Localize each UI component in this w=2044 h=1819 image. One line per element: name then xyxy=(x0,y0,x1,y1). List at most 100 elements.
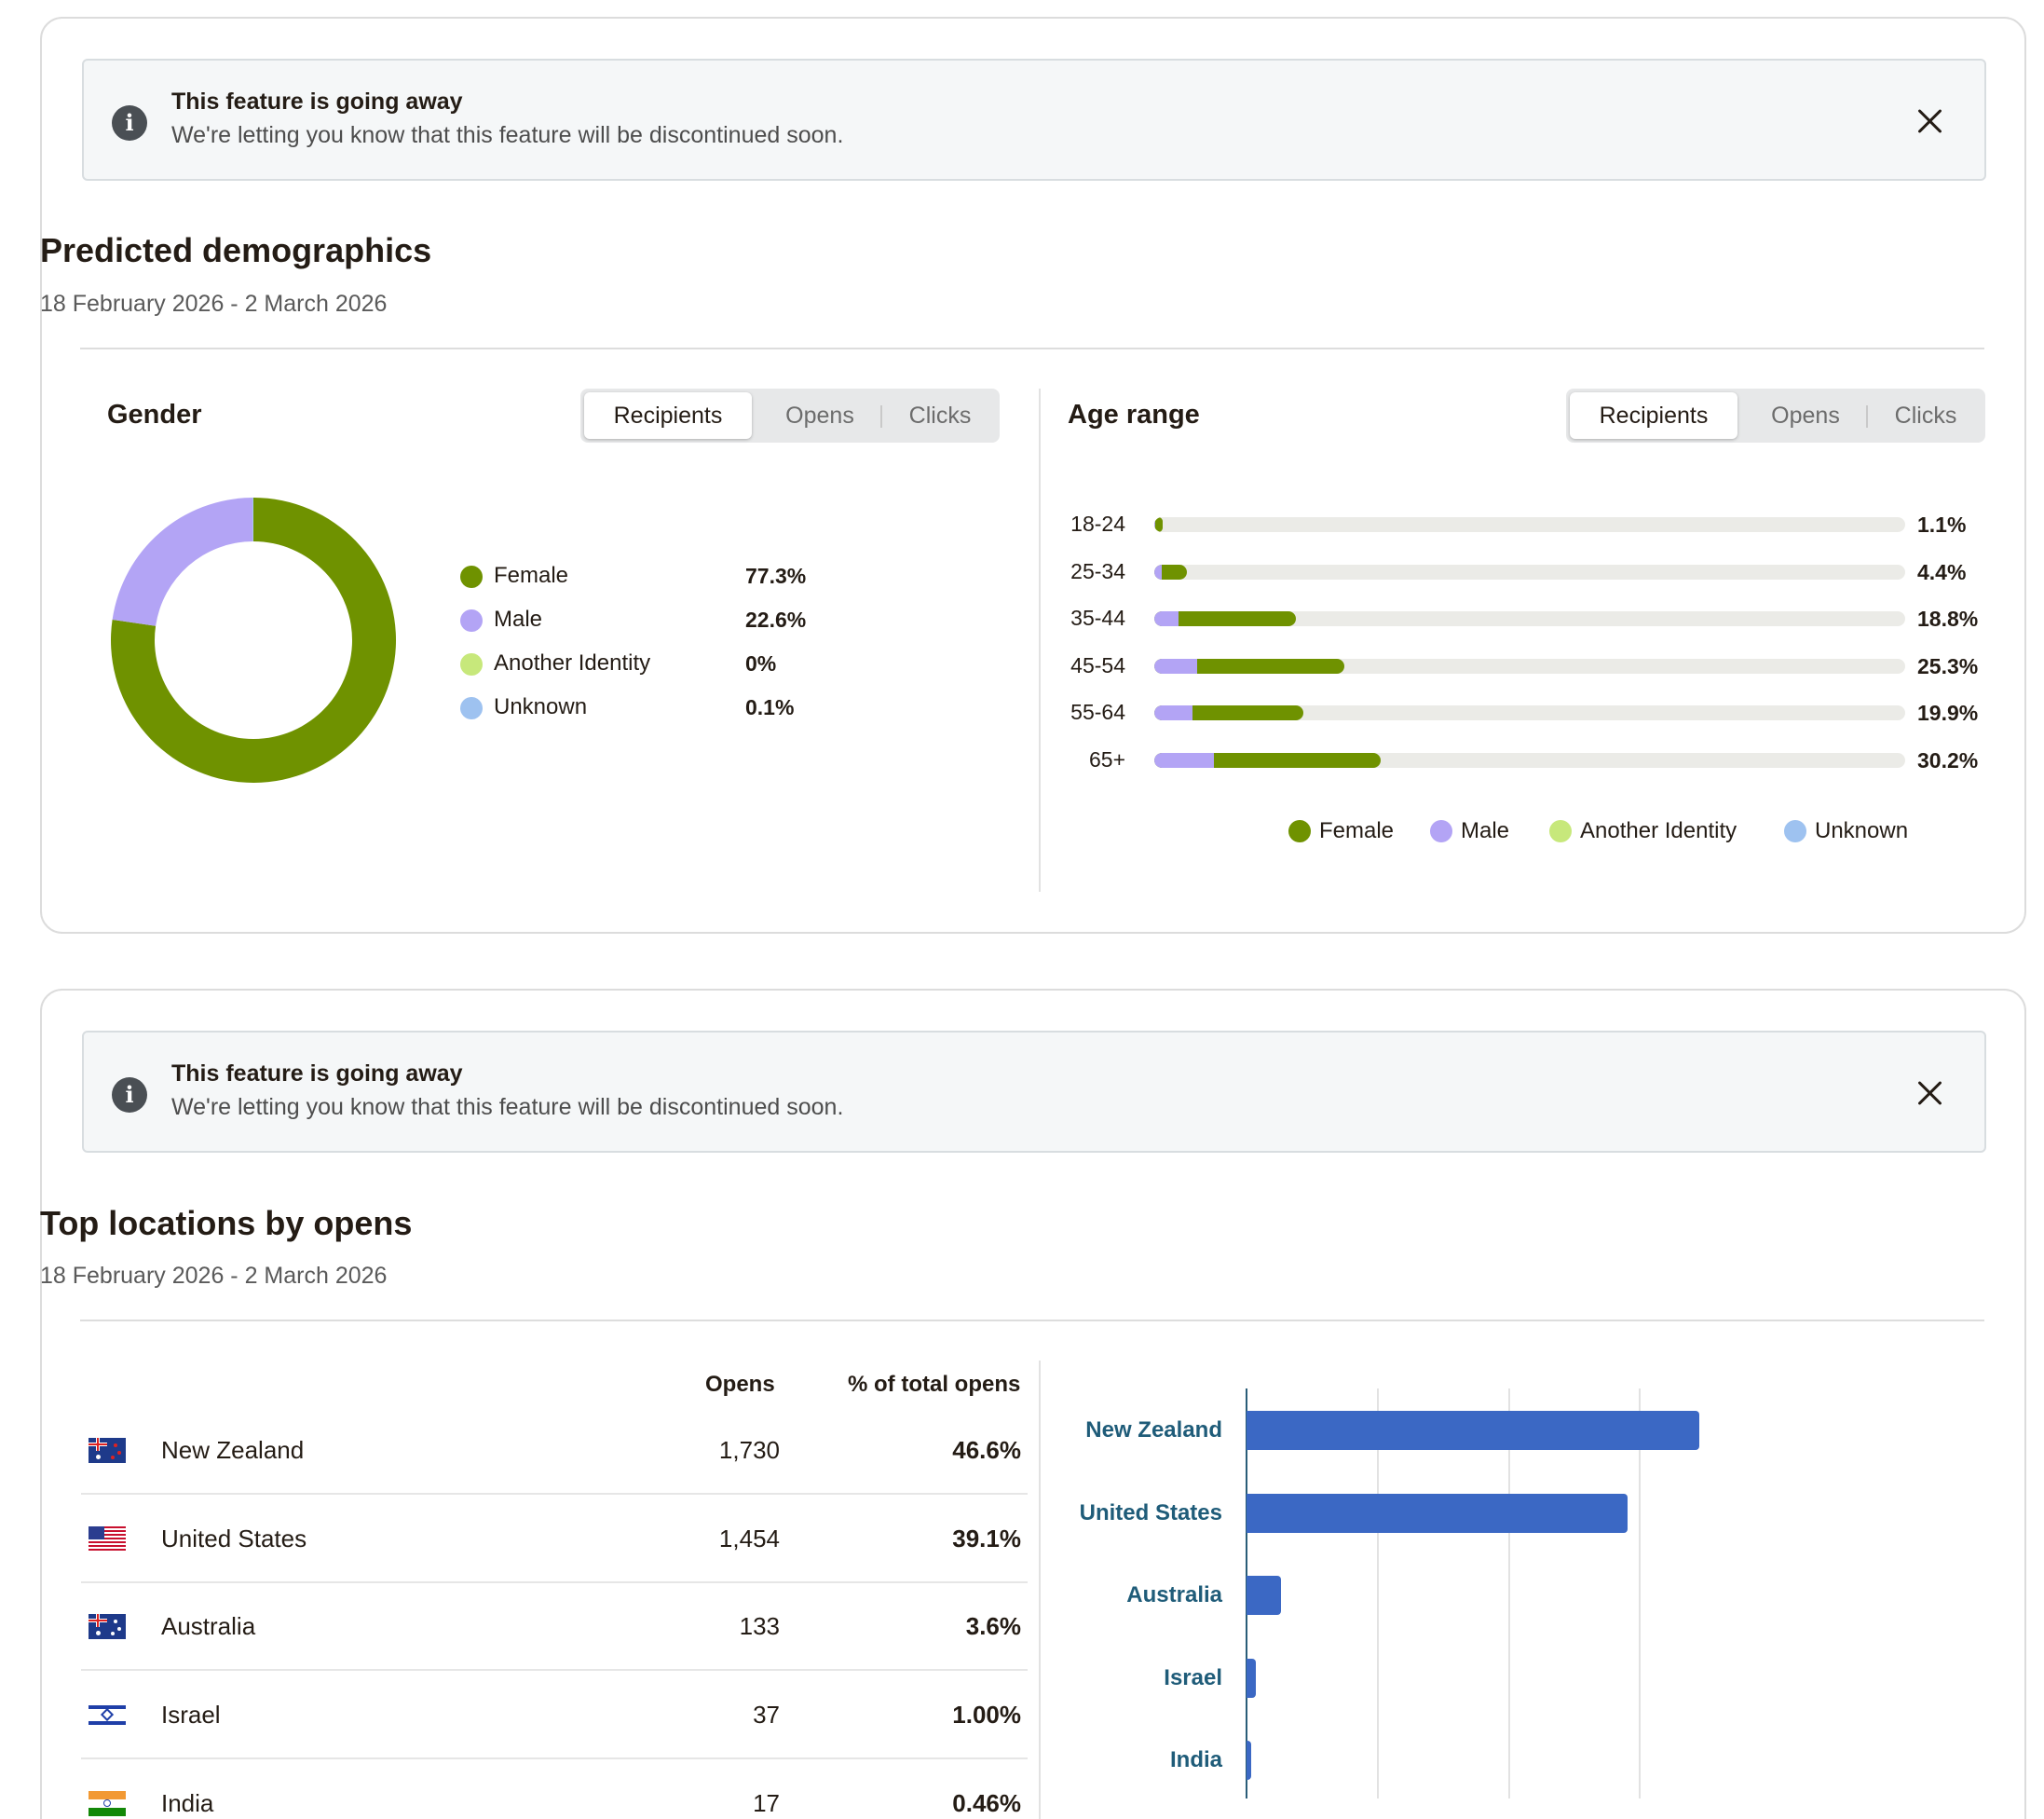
another-identity-dot xyxy=(1549,820,1572,842)
share-percent: 46.6% xyxy=(952,1436,1021,1464)
legend-female: Female xyxy=(494,563,569,588)
tab-separator xyxy=(1866,405,1868,428)
locations-title: Top locations by opens xyxy=(40,1204,413,1242)
gender-donut-chart xyxy=(110,498,396,783)
age-label: 18-24 xyxy=(1070,512,1125,536)
country-name: Australia xyxy=(161,1612,256,1641)
age-bar-male xyxy=(1154,611,1179,627)
age-label: 25-34 xyxy=(1070,558,1125,583)
share-percent: 0.46% xyxy=(952,1788,1021,1817)
opens-count: 1,454 xyxy=(718,1524,780,1552)
age-tab-recipients[interactable]: Recipients xyxy=(1570,392,1737,439)
age-bar-female xyxy=(1154,564,1188,580)
donut-slice-female xyxy=(110,498,396,783)
notice-title: This feature is going away xyxy=(171,1060,463,1087)
age-total-percent: 30.2% xyxy=(1917,748,1979,773)
country-name: United States xyxy=(161,1524,307,1552)
age-bar-male xyxy=(1154,517,1155,532)
close-icon[interactable] xyxy=(1912,1075,1947,1111)
bar-israel xyxy=(1247,1658,1257,1698)
panel-divider xyxy=(1039,1361,1041,1819)
divider xyxy=(80,1320,1984,1321)
gender-tab-clicks[interactable]: Clicks xyxy=(908,403,972,429)
female-dot xyxy=(1288,820,1311,842)
age-total-percent: 4.4% xyxy=(1917,559,1967,584)
bar-label: New Zealand xyxy=(1085,1417,1222,1443)
deprecation-notice: i This feature is going away We're letti… xyxy=(82,1031,1986,1153)
donut-slice-male xyxy=(112,498,253,626)
male-dot xyxy=(460,609,483,632)
row-divider xyxy=(81,1669,1028,1672)
opens-count: 133 xyxy=(739,1612,780,1641)
gridline xyxy=(1508,1388,1510,1798)
israel-flag-icon xyxy=(89,1703,126,1729)
donut-slice-unknown xyxy=(252,498,253,542)
age-bar-female xyxy=(1154,658,1344,674)
another-identity-percent: 0% xyxy=(745,651,777,676)
row-divider xyxy=(81,1757,1028,1760)
age-bar-male xyxy=(1154,658,1197,674)
country-name: New Zealand xyxy=(161,1436,305,1464)
new-zealand-flag-icon xyxy=(89,1438,126,1463)
date-range: 18 February 2026 - 2 March 2026 xyxy=(40,1263,388,1289)
age-label: 35-44 xyxy=(1070,606,1125,631)
age-total-percent: 25.3% xyxy=(1917,653,1979,678)
age-total-percent: 19.9% xyxy=(1917,701,1979,726)
unknown-percent: 0.1% xyxy=(745,695,795,719)
age-total-percent: 18.8% xyxy=(1917,607,1979,632)
divider xyxy=(80,348,1984,349)
age-bar-male xyxy=(1154,753,1214,768)
age-bar-track xyxy=(1154,564,1905,580)
close-icon[interactable] xyxy=(1912,103,1947,139)
gender-metric-toggle: Recipients Opens Clicks xyxy=(580,389,1000,443)
notice-title: This feature is going away xyxy=(171,89,463,115)
age-bar-track xyxy=(1154,705,1905,721)
gender-title: Gender xyxy=(107,400,202,430)
india-flag-icon xyxy=(89,1790,126,1816)
bar-united-states xyxy=(1247,1493,1628,1533)
legend-female: Female xyxy=(1319,818,1395,843)
gender-tab-opens[interactable]: Opens xyxy=(785,403,854,429)
bar-label: Australia xyxy=(1126,1582,1222,1608)
country-name: India xyxy=(161,1788,214,1817)
age-bar-male xyxy=(1154,564,1163,580)
bar-india xyxy=(1247,1741,1251,1781)
male-dot xyxy=(1430,820,1452,842)
age-bar-female xyxy=(1154,611,1296,627)
australia-flag-icon xyxy=(89,1614,126,1640)
share-percent: 1.00% xyxy=(952,1701,1021,1730)
age-label: 55-64 xyxy=(1070,700,1125,725)
locations-card: i This feature is going away We're letti… xyxy=(40,989,2026,1819)
female-dot xyxy=(460,566,483,588)
demographics-card: i This feature is going away We're letti… xyxy=(40,17,2026,934)
male-percent: 22.6% xyxy=(745,608,807,632)
age-label: 65+ xyxy=(1088,747,1125,772)
age-tab-clicks[interactable]: Clicks xyxy=(1894,403,1957,429)
page-title: Predicted demographics xyxy=(40,231,432,269)
opens-count: 17 xyxy=(753,1788,780,1817)
legend-male: Male xyxy=(1461,818,1510,843)
bar-label: United States xyxy=(1079,1499,1222,1525)
bar-australia xyxy=(1247,1576,1282,1616)
panel-divider xyxy=(1039,389,1041,892)
opens-count: 37 xyxy=(753,1701,780,1730)
age-tab-opens[interactable]: Opens xyxy=(1771,403,1840,429)
age-bar-track xyxy=(1154,753,1905,768)
info-icon: i xyxy=(112,1077,147,1113)
gender-tab-recipients[interactable]: Recipients xyxy=(584,392,752,439)
legend-male: Male xyxy=(494,607,543,632)
unknown-dot xyxy=(1784,820,1806,842)
row-divider xyxy=(81,1493,1028,1495)
legend-another-identity: Another Identity xyxy=(494,650,651,676)
gridline xyxy=(1639,1388,1641,1798)
notice-body: We're letting you know that this feature… xyxy=(171,1094,844,1120)
united-states-flag-icon xyxy=(89,1525,126,1552)
info-icon: i xyxy=(112,105,147,141)
column-header-opens: Opens xyxy=(705,1372,775,1397)
country-name: Israel xyxy=(161,1701,221,1730)
row-divider xyxy=(81,1580,1028,1583)
date-range: 18 February 2026 - 2 March 2026 xyxy=(40,291,388,317)
age-metric-toggle: Recipients Opens Clicks xyxy=(1566,389,1985,443)
notice-body: We're letting you know that this feature… xyxy=(171,122,844,148)
age-bar-track xyxy=(1154,658,1905,674)
